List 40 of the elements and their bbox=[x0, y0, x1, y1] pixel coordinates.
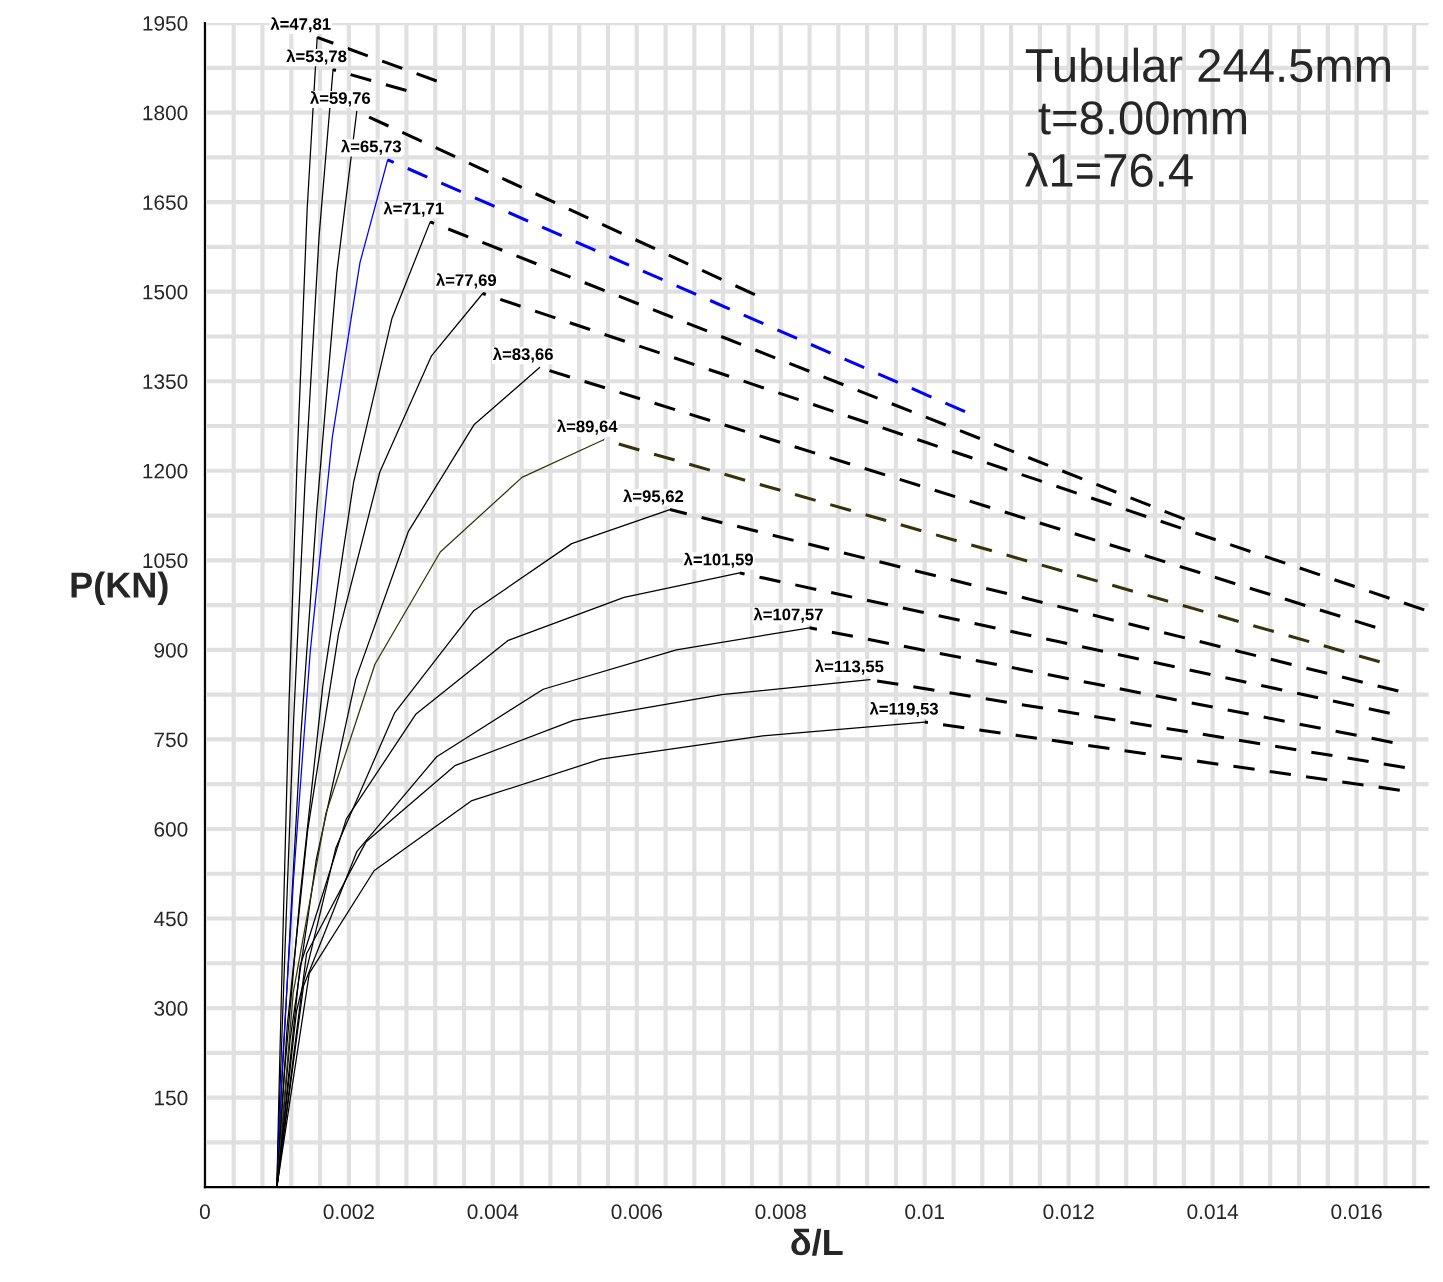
y-tick-label: 1800 bbox=[143, 105, 188, 121]
x-tick-label: 0.008 bbox=[755, 1204, 806, 1220]
y-tick-label: 1500 bbox=[143, 284, 188, 300]
series-label: λ=107,57 bbox=[753, 607, 823, 623]
y-tick-label: 1050 bbox=[143, 553, 188, 569]
series-label: λ=65,73 bbox=[340, 139, 402, 155]
series-label: λ=77,69 bbox=[436, 273, 497, 289]
x-tick-label: 0.002 bbox=[323, 1204, 374, 1220]
x-tick-label: 0.016 bbox=[1331, 1204, 1382, 1220]
y-tick-label: 450 bbox=[153, 911, 188, 927]
series-label: λ=101,59 bbox=[683, 552, 753, 568]
series-label: λ=89,64 bbox=[556, 419, 618, 435]
y-tick-label: 750 bbox=[154, 732, 188, 748]
y-tick-label: 1950 bbox=[143, 16, 188, 31]
series-label: λ=53,78 bbox=[286, 49, 347, 65]
x-tick-label: 0.006 bbox=[611, 1204, 662, 1220]
x-tick-label: 0 bbox=[199, 1204, 210, 1220]
series-label: λ=59,76 bbox=[310, 91, 371, 107]
series-label: λ=95,62 bbox=[623, 489, 684, 505]
x-tick-label: 0.012 bbox=[1043, 1204, 1094, 1220]
y-axis-title: P(KN) bbox=[71, 571, 168, 606]
y-tick-label: 1650 bbox=[143, 195, 188, 210]
y-tick-label: 600 bbox=[154, 821, 188, 837]
annotation: λ1=76.4 bbox=[1025, 152, 1193, 188]
series-label: λ=113,55 bbox=[814, 659, 884, 675]
annotation: t=8.00mm bbox=[1038, 101, 1247, 135]
series-label: λ=119,53 bbox=[869, 701, 938, 718]
x-tick-label: 0.014 bbox=[1187, 1204, 1239, 1220]
x-tick-label: 0.01 bbox=[905, 1204, 944, 1220]
y-tick-label: 150 bbox=[155, 1090, 188, 1106]
series-label: λ=83,66 bbox=[492, 347, 553, 363]
y-tick-label: 1350 bbox=[143, 374, 188, 389]
x-axis-title: δ/L bbox=[791, 1228, 843, 1256]
y-tick-label: 300 bbox=[154, 1001, 188, 1016]
y-tick-label: 1200 bbox=[143, 463, 188, 479]
series-label: λ=47,81 bbox=[270, 17, 331, 33]
y-tick-label: 900 bbox=[154, 642, 188, 658]
annotation: Tubular 244.5mm bbox=[1025, 47, 1390, 83]
series-label: λ=71,71 bbox=[383, 201, 444, 217]
x-tick-label: 0.004 bbox=[467, 1204, 519, 1220]
